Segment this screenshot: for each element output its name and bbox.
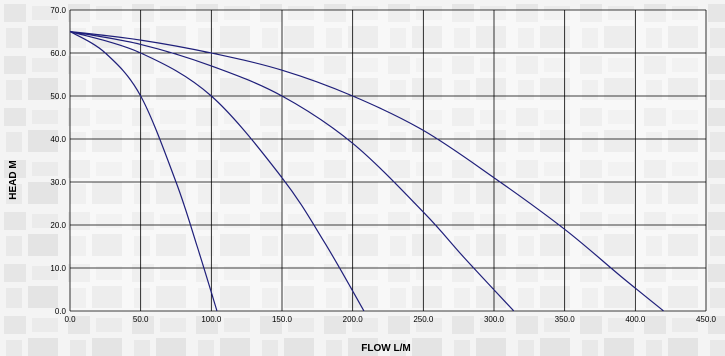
x-tick-label: 100.0 [201, 315, 222, 324]
pump-curve-1 [69, 30, 218, 312]
pump-curve-4 [69, 30, 664, 312]
x-tick-label: 300.0 [484, 315, 505, 324]
pump-curve-3 [69, 30, 515, 312]
y-tick-label: 40.0 [50, 135, 66, 144]
pump-curve-2 [69, 30, 365, 312]
x-tick-label: 350.0 [555, 315, 576, 324]
y-tick-label: 60.0 [50, 49, 66, 58]
tick-layer: 0.0 50.0 100.0 150.0 200.0 250.0 300.0 350.0 400… [50, 6, 716, 324]
x-tick-label: 250.0 [413, 315, 434, 324]
x-tick-label: 150.0 [272, 315, 293, 324]
x-tick-label: 400.0 [625, 315, 646, 324]
x-tick-label: 200.0 [343, 315, 364, 324]
y-tick-label: 0.0 [55, 307, 67, 316]
plot-area [70, 10, 706, 311]
x-tick-label: 50.0 [133, 315, 149, 324]
y-tick-label: 30.0 [50, 178, 66, 187]
y-tick-label: 20.0 [50, 221, 66, 230]
y-axis-title: HEAD M [8, 160, 19, 199]
x-axis-title: FLOW L/M [361, 343, 410, 354]
y-tick-label: 50.0 [50, 92, 66, 101]
y-tick-label: 70.0 [50, 6, 66, 15]
x-tick-label: 0.0 [64, 315, 76, 324]
series-layer [69, 30, 664, 312]
x-tick-label: 450.0 [696, 315, 717, 324]
y-tick-label: 10.0 [50, 264, 66, 273]
grid-layer [69, 9, 707, 312]
